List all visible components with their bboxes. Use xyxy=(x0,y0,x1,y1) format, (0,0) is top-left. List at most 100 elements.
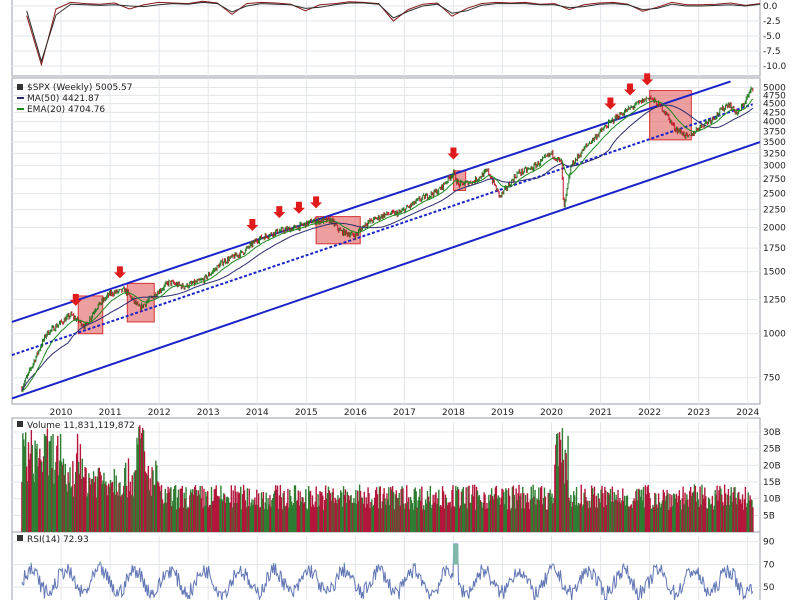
volume-bar xyxy=(569,501,571,532)
volume-bar xyxy=(648,492,650,532)
volume-bar xyxy=(539,487,542,532)
volume-bar xyxy=(47,475,50,532)
volume-bar xyxy=(594,507,597,532)
volume-bar xyxy=(633,498,635,532)
volume-bar xyxy=(610,501,613,532)
volume-bar xyxy=(245,507,248,532)
volume-bar xyxy=(524,494,527,532)
volume-bar xyxy=(568,497,570,532)
volume-bar xyxy=(191,489,194,532)
volume-bar xyxy=(231,507,233,532)
volume-bar xyxy=(749,495,751,532)
volume-bar xyxy=(443,508,446,532)
volume-bar xyxy=(182,507,184,532)
volume-bar xyxy=(573,495,576,532)
x-tick-label: 2012 xyxy=(148,408,171,418)
volume-bar xyxy=(412,509,415,532)
volume-bar xyxy=(590,485,593,532)
volume-bar xyxy=(549,489,551,532)
volume-bar xyxy=(750,499,752,532)
volume-bar xyxy=(308,491,311,532)
volume-bar xyxy=(666,489,668,532)
volume-bar xyxy=(394,494,397,532)
volume-bar xyxy=(106,485,108,532)
volume-bar xyxy=(657,493,660,532)
volume-bar xyxy=(153,485,155,532)
volume-bar xyxy=(237,491,239,532)
volume-bar xyxy=(640,489,643,532)
volume-legend-text: Volume 11,831,119,872 xyxy=(27,421,135,431)
volume-bar xyxy=(303,503,305,532)
volume-bar xyxy=(537,499,539,532)
volume-bar xyxy=(340,492,343,532)
volume-bar xyxy=(464,504,466,532)
volume-bar xyxy=(694,485,697,532)
volume-bar xyxy=(40,459,42,532)
volume-bar xyxy=(472,484,474,532)
volume-bar xyxy=(417,500,419,532)
volume-bar xyxy=(651,508,653,532)
volume-bar xyxy=(425,503,428,532)
volume-bar xyxy=(190,489,192,532)
volume-bar xyxy=(34,440,36,532)
volume-bar xyxy=(466,508,468,532)
volume-bar xyxy=(375,487,378,532)
volume-bar xyxy=(292,503,295,532)
volume-bar xyxy=(97,468,100,532)
rsi-y-tick-label: 90 xyxy=(763,538,775,548)
volume-bar xyxy=(121,494,123,532)
volume-bar xyxy=(597,493,599,532)
volume-bar xyxy=(225,496,228,532)
volume-bar xyxy=(198,494,200,532)
volume-bar xyxy=(262,491,265,532)
volume-bar xyxy=(629,505,632,532)
rsi-legend-text: RSI(14) 72.93 xyxy=(27,535,89,545)
volume-bar xyxy=(643,507,646,532)
volume-bar xyxy=(634,501,636,532)
volume-bar xyxy=(248,488,250,532)
volume-bar xyxy=(327,486,330,532)
volume-bar xyxy=(114,494,116,532)
volume-bar xyxy=(161,499,164,532)
volume-bar xyxy=(53,483,55,532)
volume-bar xyxy=(518,484,520,532)
volume-bar xyxy=(493,494,496,532)
volume-bar xyxy=(61,464,64,532)
volume-bar xyxy=(668,509,670,532)
price-y-tick-label: 750 xyxy=(763,374,780,384)
volume-bar xyxy=(380,508,382,532)
volume-bar xyxy=(112,492,115,532)
volume-bar xyxy=(96,476,99,532)
volume-bar xyxy=(192,494,195,532)
volume-bar xyxy=(219,499,221,532)
volume-bar xyxy=(732,492,734,532)
volume-bar xyxy=(224,494,226,532)
volume-bar xyxy=(307,485,310,532)
channel-lower-line xyxy=(11,141,761,400)
volume-bar xyxy=(402,488,404,532)
volume-bar xyxy=(145,473,148,532)
volume-bar xyxy=(30,430,33,532)
volume-bar xyxy=(475,486,478,532)
volume-bar xyxy=(495,485,498,532)
volume-bar xyxy=(24,432,27,532)
volume-bar xyxy=(351,502,353,532)
volume-bar xyxy=(263,508,266,532)
volume-bar xyxy=(546,509,549,532)
volume-bar xyxy=(302,497,304,532)
volume-bar xyxy=(405,503,407,532)
volume-bar xyxy=(632,500,634,532)
volume-bar xyxy=(480,501,482,532)
volume-bar xyxy=(90,484,92,532)
volume-bar xyxy=(733,487,735,532)
volume-bar xyxy=(406,485,408,532)
volume-bar xyxy=(207,507,210,532)
volume-bar xyxy=(139,425,141,532)
volume-bar xyxy=(256,489,258,532)
volume-bar xyxy=(180,488,183,532)
volume-bar xyxy=(254,497,256,532)
volume-bar xyxy=(174,485,176,532)
volume-bar xyxy=(243,490,246,532)
volume-bar xyxy=(565,453,567,532)
